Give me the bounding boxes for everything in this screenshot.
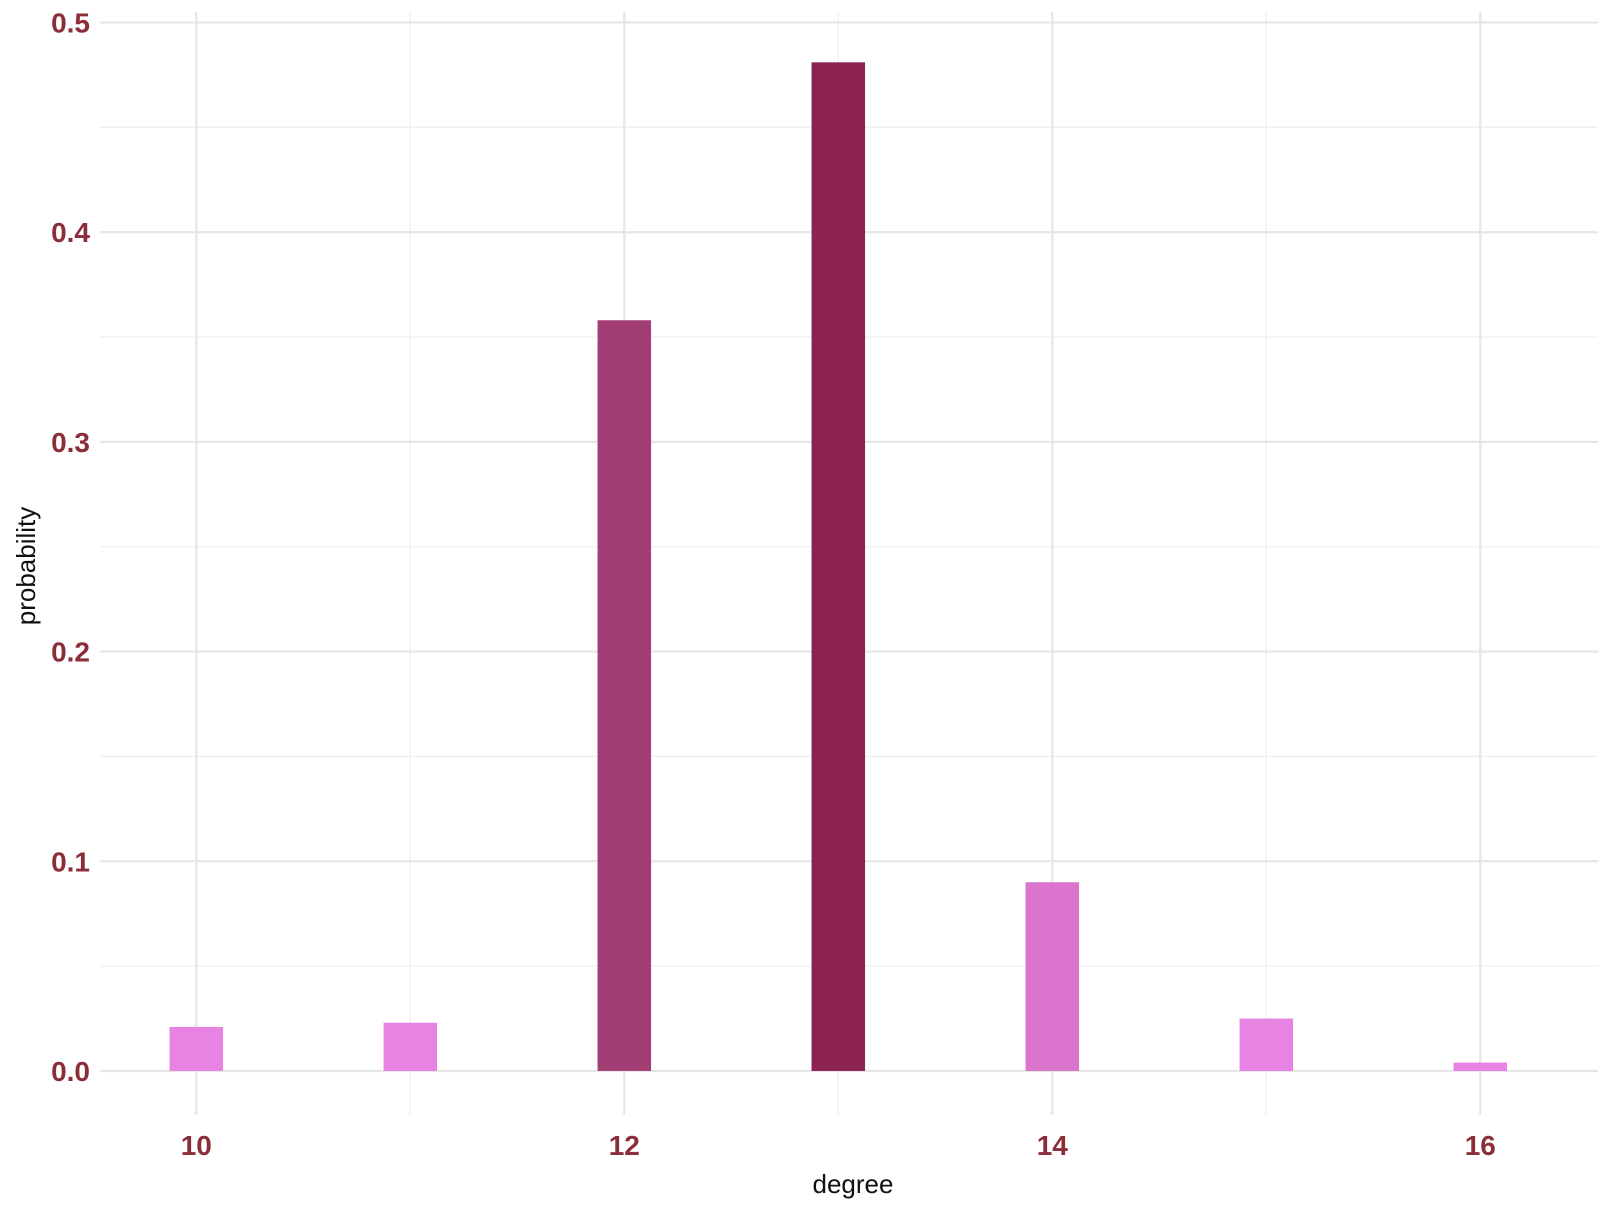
bar-degree-14 xyxy=(1025,882,1080,1071)
y-tick-label: 0.5 xyxy=(51,7,90,38)
x-axis-tick-labels: 10 12 14 16 xyxy=(181,1130,1496,1161)
bar-degree-15 xyxy=(1239,1018,1294,1071)
y-axis-tick-labels: 0.0 0.1 0.2 0.3 0.4 0.5 xyxy=(51,7,90,1086)
y-tick-label: 0.4 xyxy=(51,217,90,248)
x-tick-label: 14 xyxy=(1037,1130,1069,1161)
x-tick-label: 10 xyxy=(181,1130,212,1161)
x-tick-label: 12 xyxy=(609,1130,640,1161)
y-tick-label: 0.1 xyxy=(51,846,90,877)
x-tick-label: 16 xyxy=(1465,1130,1496,1161)
bar-degree-10 xyxy=(169,1026,224,1071)
bar-degree-11 xyxy=(383,1022,438,1071)
y-tick-label: 0.0 xyxy=(51,1056,90,1087)
bar-degree-13 xyxy=(811,62,866,1071)
bar-degree-16 xyxy=(1453,1062,1508,1071)
y-axis-title: probability xyxy=(11,507,41,626)
y-tick-label: 0.2 xyxy=(51,637,90,668)
bar-degree-12 xyxy=(597,320,652,1071)
y-tick-label: 0.3 xyxy=(51,427,90,458)
bars xyxy=(169,62,1508,1071)
x-axis-title: degree xyxy=(813,1169,894,1199)
